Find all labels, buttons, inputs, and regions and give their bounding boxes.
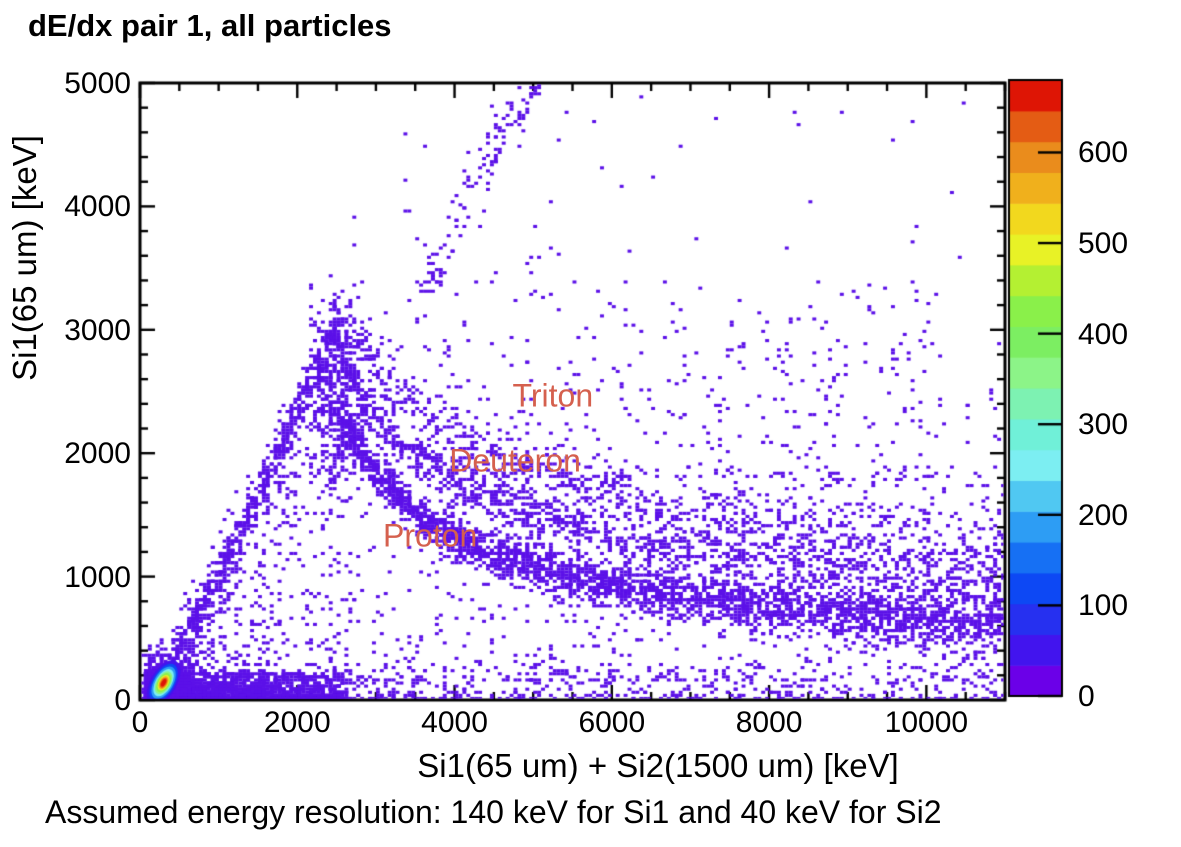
colorbar-tick-label: 500 <box>1078 227 1129 261</box>
colorbar-tick-label: 600 <box>1078 136 1129 170</box>
y-tick-label: 1000 <box>64 560 131 594</box>
figure-caption: Assumed energy resolution: 140 keV for S… <box>45 794 942 830</box>
y-tick-label: 3000 <box>64 313 131 347</box>
annotation-deuteron: Deuteron <box>449 442 581 479</box>
y-tick-label: 5000 <box>64 67 131 100</box>
chart-title: dE/dx pair 1, all particles <box>28 8 392 43</box>
x-axis-title: Si1(65 um) + Si2(1500 um) [keV] <box>417 747 899 784</box>
x-tick-label: 8000 <box>735 706 803 739</box>
y-tick-label: 0 <box>114 684 131 717</box>
y-tick-label: 2000 <box>64 437 131 471</box>
colorbar-tick-label: 300 <box>1078 408 1129 442</box>
y-tick-label: 4000 <box>64 190 131 224</box>
annotation-proton: Proton <box>383 517 478 554</box>
x-tick-label: 2000 <box>263 706 331 739</box>
colorbar-tick-label: 200 <box>1078 498 1129 532</box>
colorbar-tick-label: 400 <box>1078 317 1129 351</box>
colorbar-tick-label: 100 <box>1078 589 1129 623</box>
x-tick-label: 10000 <box>884 706 969 739</box>
colorbar-tick-label: 0 <box>1078 680 1095 713</box>
annotation-triton: Triton <box>512 377 594 414</box>
x-tick-label: 4000 <box>421 706 488 739</box>
x-tick-label: 0 <box>131 706 149 739</box>
x-tick-label: 6000 <box>578 706 646 739</box>
